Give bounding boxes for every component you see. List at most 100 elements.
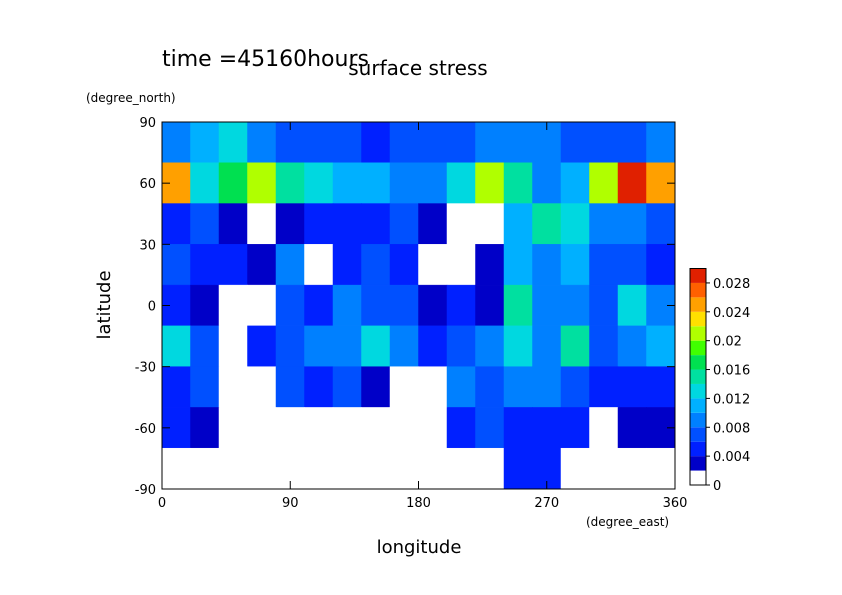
contour-cell: [361, 121, 391, 164]
contour-cell: [275, 284, 305, 327]
contour-cell: [190, 447, 220, 490]
contour-cell: [389, 325, 419, 367]
contour-cell: [361, 203, 391, 245]
contour-cell: [532, 407, 562, 449]
contour-cell: [446, 162, 476, 204]
contour-cell: [389, 162, 419, 204]
contour-cell: [190, 203, 220, 245]
x-tick-label: 270: [534, 496, 559, 511]
contour-cell: [532, 203, 562, 245]
contour-cell: [304, 162, 334, 204]
contour-cell: [247, 366, 277, 408]
contour-cell: [218, 203, 248, 245]
contour-cell: [218, 407, 248, 449]
colorbar-swatch: [690, 412, 706, 428]
contour-cell: [617, 203, 647, 245]
colorbar-swatch: [690, 427, 706, 442]
contour-cell: [589, 162, 619, 204]
contour-cell: [218, 366, 248, 408]
contour-cell: [646, 325, 676, 367]
contour-cell: [503, 407, 533, 449]
contour-cell: [332, 366, 362, 408]
colorbar-tick-label: 0.016: [713, 364, 750, 379]
colorbar-swatch: [690, 282, 706, 298]
contour-cell: [304, 447, 334, 490]
chart-title: surface stress: [348, 56, 487, 80]
contour-cell: [275, 203, 305, 245]
contour-cell: [275, 244, 305, 286]
contour-cell: [446, 366, 476, 408]
contour-cell: [418, 407, 448, 449]
contour-cell: [446, 407, 476, 449]
contour-cell: [218, 244, 248, 286]
contour-cell: [589, 244, 619, 286]
contour-cell: [361, 244, 391, 286]
colorbar-swatch: [690, 456, 706, 471]
contour-cell: [475, 162, 505, 204]
contour-cell: [646, 244, 676, 286]
y-tick-label: 0: [148, 300, 156, 315]
contour-cell: [560, 407, 590, 449]
contour-cell: [247, 325, 277, 367]
contour-cell: [389, 407, 419, 449]
contour-cell: [532, 162, 562, 204]
contour-cell: [532, 366, 562, 408]
x-unit: (degree_east): [586, 515, 669, 529]
contour-cell: [332, 203, 362, 245]
colorbar-tick-label: 0.02: [713, 335, 742, 350]
contour-cell: [560, 447, 590, 490]
contour-cell: [560, 284, 590, 327]
y-tick-label: 60: [139, 177, 156, 192]
contour-cell: [560, 203, 590, 245]
contour-cell: [560, 325, 590, 367]
colorbar-tick-label: 0.004: [713, 450, 750, 465]
contour-cell: [589, 325, 619, 367]
contour-cell: [646, 366, 676, 408]
contour-cell: [475, 244, 505, 286]
contour-cell: [446, 325, 476, 367]
contour-cell: [190, 121, 220, 164]
contour-cell: [190, 325, 220, 367]
contour-cell: [332, 447, 362, 490]
contour-cell: [646, 203, 676, 245]
contour-cell: [190, 284, 220, 327]
contour-cell: [418, 447, 448, 490]
contour-cell: [560, 244, 590, 286]
contour-cell: [418, 284, 448, 327]
contour-cell: [475, 325, 505, 367]
contour-cell: [332, 325, 362, 367]
x-tick-label: 180: [406, 496, 431, 511]
colorbar-tick-label: 0.024: [713, 306, 750, 321]
contour-cell: [389, 203, 419, 245]
contour-cell: [275, 407, 305, 449]
contour-cell: [389, 366, 419, 408]
contour-cell: [247, 284, 277, 327]
colorbar-swatch: [690, 369, 706, 384]
contour-cell: [361, 284, 391, 327]
contour-cell: [560, 162, 590, 204]
contour-cell: [617, 244, 647, 286]
contour-cell: [304, 407, 334, 449]
contour-cell: [161, 121, 191, 164]
colorbar-swatch: [690, 383, 706, 399]
contour-cell: [218, 325, 248, 367]
y-tick-label: -60: [135, 422, 156, 437]
colorbar-swatch: [690, 268, 706, 283]
contour-cell: [646, 121, 676, 164]
contour-cell: [190, 244, 220, 286]
contour-cell: [418, 325, 448, 367]
contour-cell: [532, 244, 562, 286]
y-tick-label: -30: [135, 361, 156, 376]
contour-cell: [247, 162, 277, 204]
contour-cell: [446, 203, 476, 245]
contour-cell: [418, 121, 448, 164]
colorbar-swatch: [690, 297, 706, 312]
contour-cell: [247, 121, 277, 164]
contour-cell: [218, 284, 248, 327]
contour-cell: [532, 284, 562, 327]
colorbar-swatch: [690, 470, 706, 485]
contour-cell: [503, 162, 533, 204]
y-tick-label: -90: [135, 483, 156, 498]
contour-cell: [361, 162, 391, 204]
